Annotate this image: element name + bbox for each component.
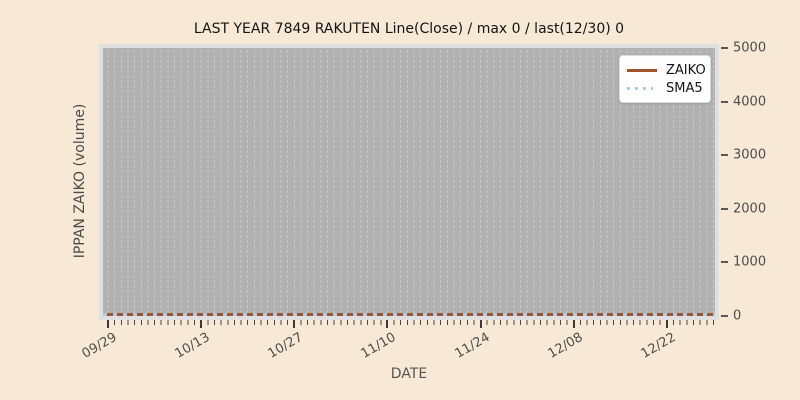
y-tick-label: 0 bbox=[733, 308, 742, 324]
x-tick-label: 12/08 bbox=[545, 330, 586, 362]
y-tick-mark bbox=[721, 261, 728, 264]
x-tick-label: 11/24 bbox=[452, 330, 493, 362]
y-tick-mark bbox=[721, 47, 728, 49]
y-axis-label: IPPAN ZAIKO (volume) bbox=[72, 103, 88, 259]
y-tick-label: 3000 bbox=[733, 147, 767, 163]
legend-label: ZAIKO bbox=[666, 62, 706, 78]
plot-area bbox=[103, 48, 715, 316]
y-tick-mark bbox=[721, 154, 728, 157]
y-tick-label: 2000 bbox=[733, 201, 767, 217]
y-tick-label: 5000 bbox=[733, 40, 767, 56]
x-tick-mark bbox=[386, 320, 389, 328]
y-tick-mark bbox=[721, 207, 728, 210]
legend-entry-sma5: SMA5 bbox=[627, 79, 710, 97]
y-tick-label: 4000 bbox=[733, 94, 767, 110]
x-tick-mark bbox=[200, 320, 203, 328]
x-tick-label: 10/27 bbox=[265, 330, 306, 362]
plot-frame bbox=[99, 44, 719, 320]
x-tick-label: 09/29 bbox=[79, 330, 120, 362]
x-tick-mark bbox=[479, 320, 482, 328]
legend: ZAIKO SMA5 bbox=[619, 55, 711, 103]
x-tick-mark bbox=[107, 320, 109, 328]
legend-label: SMA5 bbox=[666, 80, 703, 96]
x-tick-mark bbox=[665, 320, 668, 328]
x-tick-label: 11/10 bbox=[358, 330, 399, 362]
y-tick-label: 1000 bbox=[733, 254, 767, 270]
x-tick-mark bbox=[293, 320, 296, 328]
legend-rows: ZAIKO SMA5 bbox=[627, 61, 710, 97]
vertical-gridlines bbox=[103, 48, 715, 316]
x-tick-label: 12/22 bbox=[638, 330, 679, 362]
legend-entry-zaiko: ZAIKO bbox=[627, 61, 710, 79]
legend-sma5-swatch-icon bbox=[627, 86, 657, 90]
x-tick-mark bbox=[572, 320, 575, 328]
y-tick-mark bbox=[721, 100, 728, 103]
legend-zaiko-swatch-icon bbox=[627, 68, 657, 72]
chart-title: LAST YEAR 7849 RAKUTEN Line(Close) / max… bbox=[193, 21, 625, 37]
y-tick-mark bbox=[721, 315, 728, 317]
x-axis-minor-ticks bbox=[103, 320, 715, 325]
x-axis-label: DATE bbox=[390, 366, 428, 382]
x-tick-label: 10/13 bbox=[172, 330, 213, 362]
sma5-series-line bbox=[103, 313, 715, 316]
